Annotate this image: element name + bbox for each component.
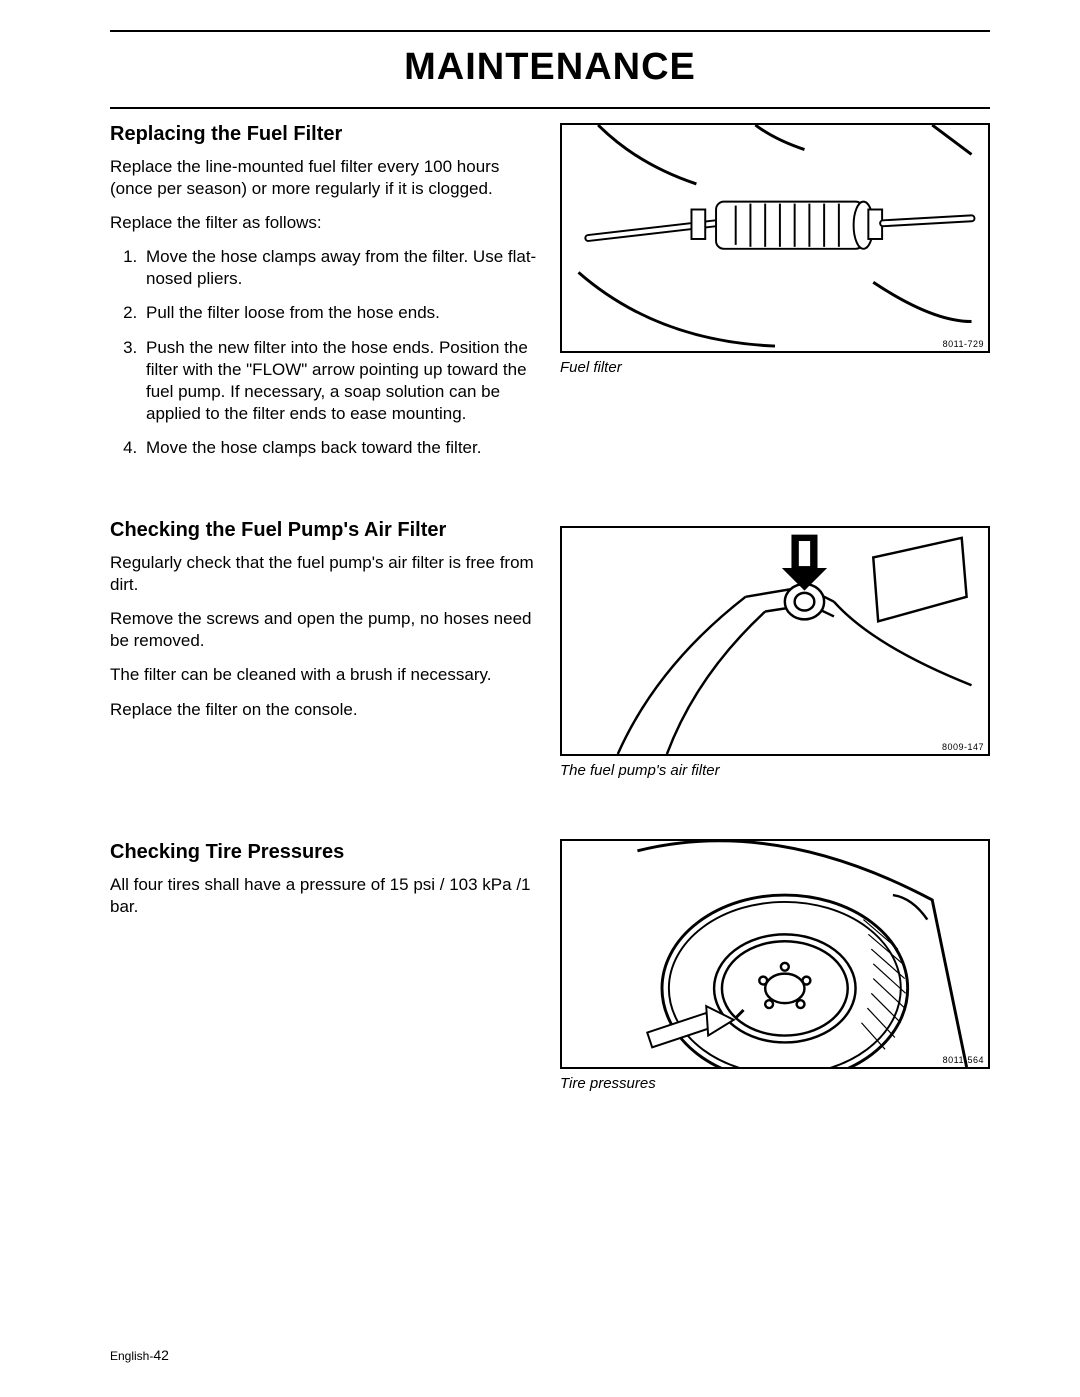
step-item: Push the new filter into the hose ends. … — [142, 337, 540, 425]
step-item: Move the hose clamps back toward the fil… — [142, 437, 540, 459]
right-column: 8011-729 Fuel filter — [560, 123, 990, 1140]
figure-tire-pressure: 8011-564 Tire pressures — [560, 839, 990, 1092]
heading-tire-pressure: Checking Tire Pressures — [110, 841, 540, 864]
steps-list: Move the hose clamps away from the filte… — [110, 246, 540, 459]
page-footer: English-42 — [110, 1347, 169, 1363]
footer-lang: English- — [110, 1349, 153, 1363]
title-underline — [110, 107, 990, 109]
para: Replace the filter as follows: — [110, 212, 540, 234]
tire-illustration — [562, 841, 988, 1067]
fuel-filter-illustration — [562, 125, 988, 351]
figure-box: 8009-147 — [560, 526, 990, 756]
figure-caption: Tire pressures — [560, 1075, 990, 1092]
heading-fuel-filter: Replacing the Fuel Filter — [110, 123, 540, 146]
figure-box: 8011-729 — [560, 123, 990, 353]
para: Replace the filter on the console. — [110, 699, 540, 721]
footer-page-number: 42 — [153, 1347, 169, 1363]
section-air-filter: Checking the Fuel Pump's Air Filter Regu… — [110, 519, 540, 721]
manual-page: MAINTENANCE Replacing the Fuel Filter Re… — [0, 0, 1080, 1397]
content-columns: Replacing the Fuel Filter Replace the li… — [110, 123, 990, 1140]
page-title: MAINTENANCE — [110, 32, 990, 107]
figure-fuel-filter: 8011-729 Fuel filter — [560, 123, 990, 376]
para: Remove the screws and open the pump, no … — [110, 608, 540, 652]
left-column: Replacing the Fuel Filter Replace the li… — [110, 123, 540, 1140]
para: The filter can be cleaned with a brush i… — [110, 664, 540, 686]
figure-box: 8011-564 — [560, 839, 990, 1069]
section-fuel-filter: Replacing the Fuel Filter Replace the li… — [110, 123, 540, 459]
figure-code: 8011-729 — [943, 339, 984, 349]
figure-code: 8009-147 — [942, 742, 984, 752]
figure-air-filter: 8009-147 The fuel pump's air filter — [560, 526, 990, 779]
figure-caption: The fuel pump's air filter — [560, 762, 990, 779]
para: All four tires shall have a pressure of … — [110, 874, 540, 918]
para: Replace the line-mounted fuel filter eve… — [110, 156, 540, 200]
figure-caption: Fuel filter — [560, 359, 990, 376]
step-item: Pull the filter loose from the hose ends… — [142, 302, 540, 324]
step-item: Move the hose clamps away from the filte… — [142, 246, 540, 290]
section-tire-pressure: Checking Tire Pressures All four tires s… — [110, 841, 540, 918]
heading-air-filter: Checking the Fuel Pump's Air Filter — [110, 519, 540, 542]
air-filter-illustration — [562, 528, 988, 754]
para: Regularly check that the fuel pump's air… — [110, 552, 540, 596]
figure-code: 8011-564 — [943, 1055, 984, 1065]
